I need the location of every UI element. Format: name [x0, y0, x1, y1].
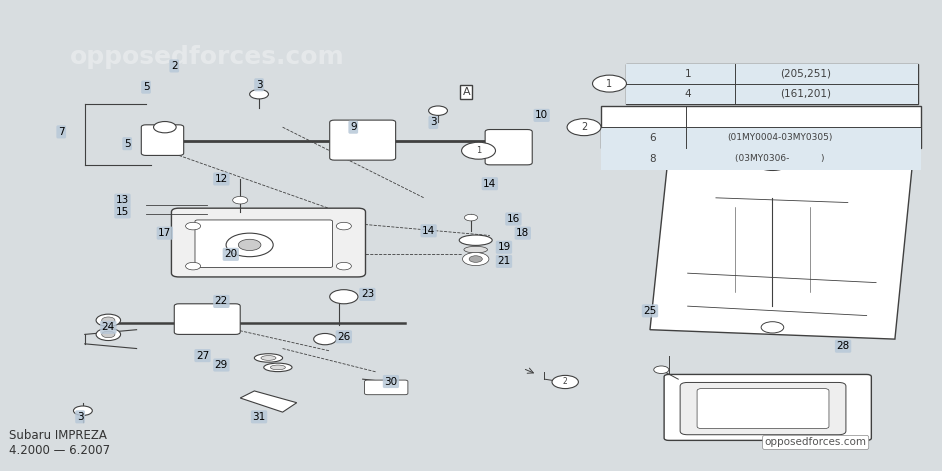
- Text: 4: 4: [684, 89, 691, 98]
- Text: 3: 3: [430, 117, 437, 128]
- Ellipse shape: [459, 235, 492, 245]
- FancyBboxPatch shape: [141, 125, 184, 155]
- Text: 16: 16: [507, 214, 520, 224]
- Text: (205,251): (205,251): [780, 69, 831, 79]
- Text: A: A: [463, 87, 470, 97]
- FancyBboxPatch shape: [365, 380, 408, 395]
- Circle shape: [761, 322, 784, 333]
- Circle shape: [238, 239, 261, 251]
- FancyBboxPatch shape: [697, 389, 829, 429]
- Circle shape: [330, 290, 358, 304]
- Polygon shape: [749, 140, 796, 171]
- Text: 21: 21: [497, 256, 511, 267]
- Circle shape: [226, 233, 273, 257]
- Text: 9: 9: [349, 122, 357, 132]
- Text: 27: 27: [196, 350, 209, 361]
- FancyBboxPatch shape: [626, 64, 918, 84]
- Text: 24: 24: [102, 322, 115, 333]
- Circle shape: [469, 256, 482, 262]
- Text: 31: 31: [252, 412, 266, 422]
- Circle shape: [102, 317, 115, 324]
- Ellipse shape: [264, 363, 292, 372]
- FancyBboxPatch shape: [601, 148, 921, 170]
- Circle shape: [73, 406, 92, 415]
- Circle shape: [154, 122, 176, 133]
- Text: 2: 2: [171, 61, 178, 71]
- Text: 14: 14: [483, 179, 496, 189]
- Text: 10: 10: [535, 110, 548, 121]
- Circle shape: [102, 331, 115, 338]
- Text: 11: 11: [836, 150, 850, 161]
- Text: 18: 18: [516, 228, 529, 238]
- Circle shape: [96, 328, 121, 341]
- FancyBboxPatch shape: [174, 304, 240, 334]
- Ellipse shape: [463, 246, 488, 253]
- FancyBboxPatch shape: [330, 120, 396, 160]
- Circle shape: [233, 196, 248, 204]
- Circle shape: [250, 89, 268, 99]
- Circle shape: [462, 142, 495, 159]
- Text: 3: 3: [255, 80, 263, 90]
- Circle shape: [429, 106, 447, 115]
- Text: 14: 14: [422, 226, 435, 236]
- Polygon shape: [650, 151, 914, 339]
- Polygon shape: [768, 141, 777, 158]
- Ellipse shape: [270, 365, 285, 370]
- Text: 20: 20: [224, 249, 237, 260]
- Text: 13: 13: [116, 195, 129, 205]
- Circle shape: [552, 375, 578, 389]
- Circle shape: [336, 262, 351, 270]
- Text: opposedforces.com: opposedforces.com: [765, 438, 867, 447]
- Text: 19: 19: [497, 242, 511, 252]
- Circle shape: [186, 262, 201, 270]
- Polygon shape: [240, 391, 297, 412]
- Text: 3: 3: [76, 412, 84, 422]
- Circle shape: [567, 119, 601, 136]
- Text: 1: 1: [476, 146, 481, 155]
- FancyBboxPatch shape: [485, 130, 532, 165]
- Text: 1: 1: [607, 79, 612, 89]
- Text: 12: 12: [215, 174, 228, 184]
- Circle shape: [654, 366, 669, 374]
- FancyBboxPatch shape: [680, 382, 846, 435]
- Ellipse shape: [254, 354, 283, 362]
- Circle shape: [464, 214, 478, 221]
- Text: 6: 6: [649, 133, 657, 143]
- FancyBboxPatch shape: [664, 374, 871, 440]
- Ellipse shape: [261, 356, 276, 360]
- Text: (161,201): (161,201): [780, 89, 831, 98]
- Text: 1: 1: [684, 69, 691, 79]
- Text: 17: 17: [158, 228, 171, 238]
- Circle shape: [314, 333, 336, 345]
- Text: opposedforces.com: opposedforces.com: [70, 45, 345, 68]
- Text: 22: 22: [215, 296, 228, 307]
- Text: 7: 7: [57, 127, 65, 137]
- FancyBboxPatch shape: [601, 127, 921, 148]
- FancyBboxPatch shape: [626, 84, 918, 104]
- FancyBboxPatch shape: [195, 220, 333, 268]
- Circle shape: [593, 75, 626, 92]
- Text: (03MY0306-           ): (03MY0306- ): [735, 154, 825, 163]
- Text: 2: 2: [562, 377, 568, 387]
- Text: 26: 26: [337, 332, 350, 342]
- Text: (01MY0004-03MY0305): (01MY0004-03MY0305): [727, 133, 833, 142]
- Text: Subaru IMPREZA
4.2000 — 6.2007: Subaru IMPREZA 4.2000 — 6.2007: [9, 429, 110, 456]
- Text: 25: 25: [643, 306, 657, 316]
- Circle shape: [463, 252, 489, 266]
- Text: 29: 29: [215, 360, 228, 370]
- Text: 30: 30: [384, 376, 398, 387]
- FancyBboxPatch shape: [171, 208, 365, 277]
- Circle shape: [186, 222, 201, 230]
- FancyBboxPatch shape: [626, 64, 918, 104]
- Circle shape: [96, 314, 121, 326]
- Text: 8: 8: [649, 154, 657, 164]
- Circle shape: [336, 222, 351, 230]
- Text: 28: 28: [836, 341, 850, 351]
- Text: 23: 23: [361, 289, 374, 300]
- Text: 5: 5: [142, 82, 150, 92]
- FancyBboxPatch shape: [601, 106, 921, 148]
- Text: 5: 5: [123, 138, 131, 149]
- Text: 2: 2: [581, 122, 587, 132]
- Text: 15: 15: [116, 207, 129, 217]
